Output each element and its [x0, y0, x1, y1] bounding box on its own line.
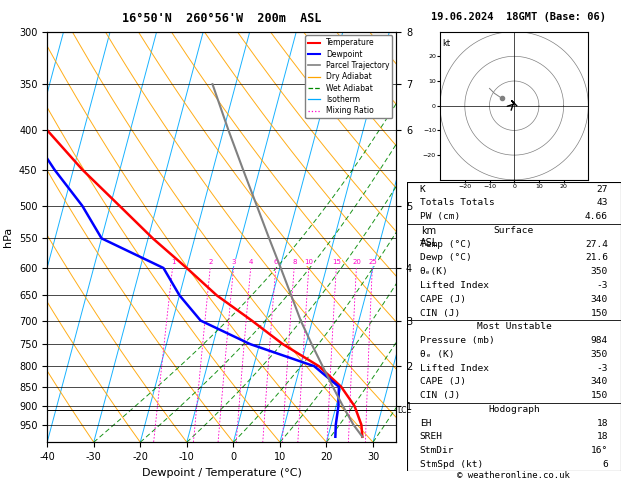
- Text: 8: 8: [292, 260, 297, 265]
- Text: 150: 150: [591, 309, 608, 317]
- Text: 18: 18: [596, 419, 608, 428]
- Text: 10: 10: [304, 260, 314, 265]
- Text: CIN (J): CIN (J): [420, 391, 460, 400]
- Text: LCL: LCL: [398, 406, 411, 415]
- Text: EH: EH: [420, 419, 431, 428]
- Text: Pressure (mb): Pressure (mb): [420, 336, 494, 345]
- Text: 2: 2: [209, 260, 213, 265]
- Text: CAPE (J): CAPE (J): [420, 295, 466, 304]
- Text: StmSpd (kt): StmSpd (kt): [420, 460, 483, 469]
- Text: 18: 18: [596, 433, 608, 441]
- Text: CIN (J): CIN (J): [420, 309, 460, 317]
- Text: 25: 25: [368, 260, 377, 265]
- Text: 6: 6: [602, 460, 608, 469]
- Text: 19.06.2024  18GMT (Base: 06): 19.06.2024 18GMT (Base: 06): [431, 12, 606, 22]
- X-axis label: Dewpoint / Temperature (°C): Dewpoint / Temperature (°C): [142, 468, 302, 478]
- Text: θₑ (K): θₑ (K): [420, 350, 454, 359]
- Text: 150: 150: [591, 391, 608, 400]
- Text: Dewp (°C): Dewp (°C): [420, 254, 472, 262]
- Text: K: K: [420, 185, 426, 193]
- Text: SREH: SREH: [420, 433, 443, 441]
- Text: 27: 27: [596, 185, 608, 193]
- Text: Lifted Index: Lifted Index: [420, 281, 489, 290]
- Text: 16°: 16°: [591, 446, 608, 455]
- Text: 350: 350: [591, 350, 608, 359]
- Text: 20: 20: [352, 260, 361, 265]
- Text: 340: 340: [591, 378, 608, 386]
- Text: Hodograph: Hodograph: [488, 405, 540, 414]
- Y-axis label: km
ASL: km ASL: [420, 226, 438, 248]
- Text: 340: 340: [591, 295, 608, 304]
- Text: -3: -3: [596, 364, 608, 373]
- Text: 3: 3: [232, 260, 237, 265]
- Y-axis label: hPa: hPa: [3, 227, 13, 247]
- Text: 4.66: 4.66: [585, 212, 608, 221]
- Text: Totals Totals: Totals Totals: [420, 198, 494, 208]
- Text: θₑ(K): θₑ(K): [420, 267, 448, 276]
- Text: 1: 1: [171, 260, 175, 265]
- Text: 350: 350: [591, 267, 608, 276]
- Text: kt: kt: [443, 39, 451, 48]
- Text: 4: 4: [249, 260, 253, 265]
- Text: 21.6: 21.6: [585, 254, 608, 262]
- Text: Most Unstable: Most Unstable: [477, 322, 551, 331]
- Text: 16°50'N  260°56'W  200m  ASL: 16°50'N 260°56'W 200m ASL: [122, 12, 321, 25]
- Text: CAPE (J): CAPE (J): [420, 378, 466, 386]
- Text: PW (cm): PW (cm): [420, 212, 460, 221]
- Text: 6: 6: [274, 260, 279, 265]
- Text: StmDir: StmDir: [420, 446, 454, 455]
- Text: Temp (°C): Temp (°C): [420, 240, 472, 249]
- Text: © weatheronline.co.uk: © weatheronline.co.uk: [457, 471, 571, 480]
- Text: 15: 15: [332, 260, 341, 265]
- Text: -3: -3: [596, 281, 608, 290]
- Text: 27.4: 27.4: [585, 240, 608, 249]
- Text: 43: 43: [596, 198, 608, 208]
- Text: Surface: Surface: [494, 226, 534, 235]
- Legend: Temperature, Dewpoint, Parcel Trajectory, Dry Adiabat, Wet Adiabat, Isotherm, Mi: Temperature, Dewpoint, Parcel Trajectory…: [305, 35, 392, 118]
- Text: 984: 984: [591, 336, 608, 345]
- Text: Lifted Index: Lifted Index: [420, 364, 489, 373]
